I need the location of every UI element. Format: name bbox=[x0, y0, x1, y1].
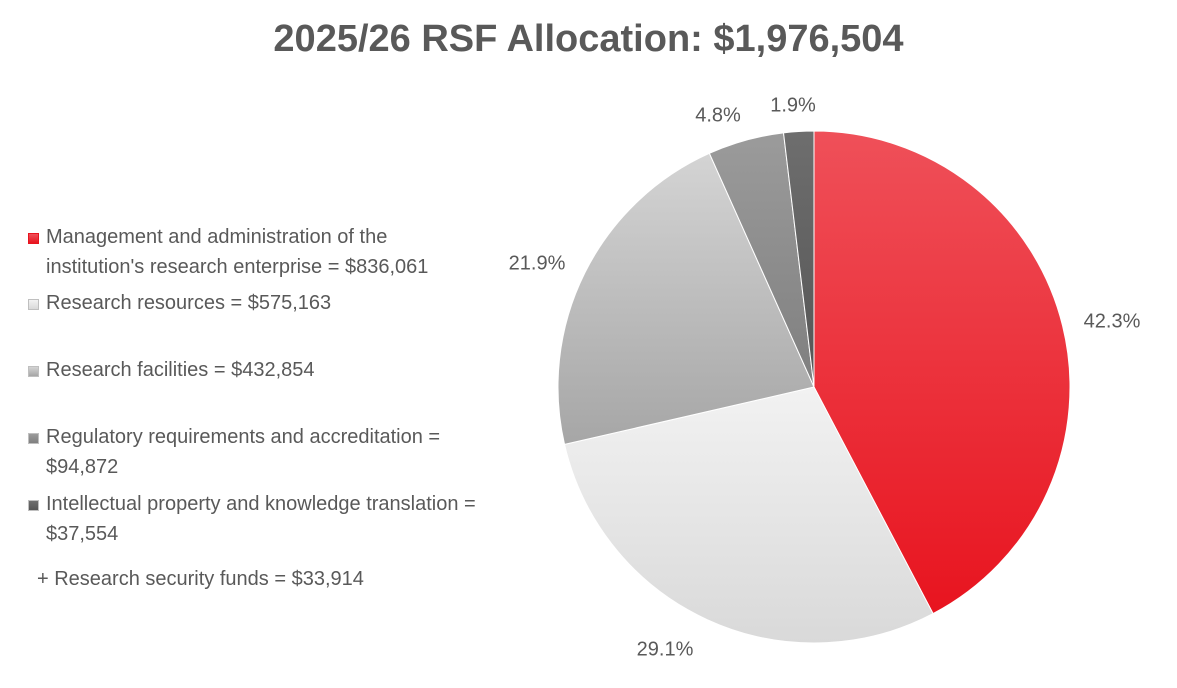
legend-label: Intellectual property and knowledge tran… bbox=[46, 493, 476, 545]
legend-swatch bbox=[28, 299, 39, 310]
pie-slice-resources bbox=[563, 386, 934, 644]
legend-item-regulatory: Regulatory requirements and accreditatio… bbox=[28, 426, 496, 482]
legend-item-management: Management and administration of the ins… bbox=[28, 226, 486, 282]
legend-swatch bbox=[28, 433, 39, 444]
data-label-resources: 29.1% bbox=[637, 638, 694, 660]
data-label-ip: 1.9% bbox=[770, 94, 816, 116]
pie-slice-ip bbox=[782, 130, 815, 388]
legend-label: Research resources = $575,163 bbox=[46, 292, 332, 314]
legend-item-ip: Intellectual property and knowledge tran… bbox=[28, 493, 536, 549]
legend-swatch bbox=[28, 500, 39, 511]
pie-slice-management bbox=[813, 130, 1071, 615]
legend-label: Research facilities = $432,854 bbox=[46, 359, 315, 381]
chart-title: 2025/26 RSF Allocation: $1,976,504 bbox=[273, 18, 904, 60]
data-label-management: 42.3% bbox=[1084, 310, 1141, 332]
pie-slice-facilities bbox=[557, 152, 815, 446]
legend-swatch bbox=[28, 366, 39, 377]
legend-swatch bbox=[28, 233, 39, 244]
data-label-facilities: 21.9% bbox=[509, 252, 566, 274]
data-label-regulatory: 4.8% bbox=[695, 104, 741, 126]
legend-item-facilities: Research facilities = $432,854 bbox=[28, 359, 526, 385]
research-security-note: + Research security funds = $33,914 bbox=[37, 568, 364, 590]
legend-label: Regulatory requirements and accreditatio… bbox=[46, 426, 441, 478]
legend-item-resources: Research resources = $575,163 bbox=[28, 292, 526, 318]
legend-label: Management and administration of the ins… bbox=[46, 226, 429, 278]
